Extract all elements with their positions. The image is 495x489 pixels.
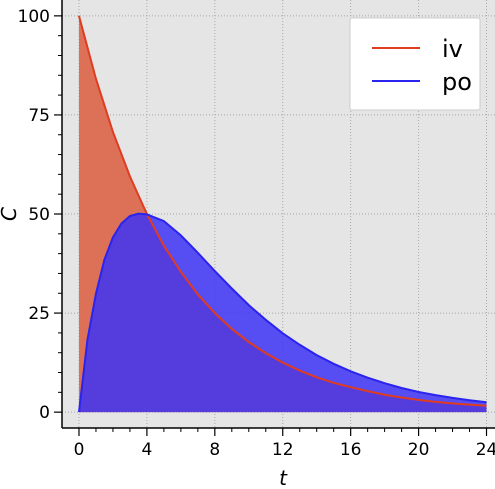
y-tick-label-1: 25 (28, 304, 50, 324)
x-tick-label-1: 4 (141, 440, 152, 460)
legend-label-iv: iv (442, 35, 463, 63)
y-tick-label-4: 100 (18, 7, 50, 27)
x-axis-label: t (279, 466, 288, 489)
y-axis: 0 25 50 75 100 (18, 7, 62, 423)
legend: iv po (349, 17, 481, 111)
x-tick-label-6: 24 (476, 440, 495, 460)
area-po (78, 213, 487, 413)
legend-label-po: po (442, 68, 472, 96)
y-tick-label-2: 50 (28, 205, 50, 225)
legend-box (349, 17, 481, 111)
x-tick-label-5: 20 (408, 440, 430, 460)
x-tick-label-4: 16 (340, 440, 362, 460)
line-po (77, 212, 487, 413)
x-tick-label-3: 12 (272, 440, 294, 460)
x-tick-label-0: 0 (74, 440, 85, 460)
x-axis: 0 4 8 12 16 20 24 (74, 428, 495, 460)
y-tick-label-3: 75 (28, 106, 50, 126)
y-tick-label-0: 0 (39, 403, 50, 423)
x-tick-label-2: 8 (209, 440, 220, 460)
y-axis-label: C (0, 207, 21, 221)
line-series (77, 15, 487, 413)
area-series (78, 15, 487, 413)
